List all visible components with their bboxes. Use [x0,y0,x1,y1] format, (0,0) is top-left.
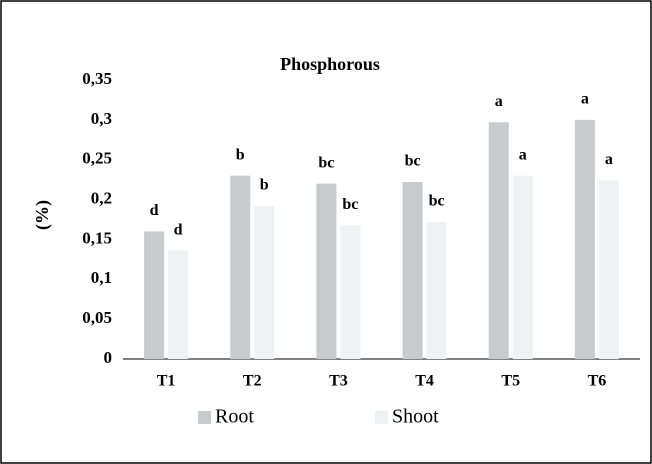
y-tick-label: 0 [104,348,113,367]
legend-swatch [375,411,388,424]
y-tick-label: 0,1 [91,268,112,287]
bar-annotation: a [495,93,503,110]
y-axis-label: (%) [32,200,53,230]
y-tick-label: 0,35 [82,69,112,88]
y-tick-label: 0,2 [91,188,112,207]
x-tick-label: T3 [329,373,348,390]
bar [144,231,165,359]
bar [402,182,423,359]
bar [254,205,275,359]
y-tick-label: 0,25 [82,149,112,168]
x-tick-label: T6 [588,373,607,390]
bar [340,225,361,359]
legend-swatch [198,411,211,424]
legend-label: Shoot [392,406,439,428]
bar [574,119,595,359]
bar-annotation: a [581,91,589,108]
bar-annotation: bc [342,196,358,213]
legend-label: Root [215,406,254,428]
bar [512,175,533,359]
bar [316,183,337,359]
x-tick-label: T1 [157,373,176,390]
bar-annotation: bc [405,153,421,170]
bar-annotation: bc [429,193,445,210]
bar-annotation: a [519,146,527,163]
bar [598,180,619,359]
bar-annotation: bc [318,154,334,171]
bar-annotation: b [260,177,269,194]
bar-annotation: a [605,151,613,168]
bar-annotation: d [174,221,183,238]
x-tick-label: T2 [243,373,262,390]
bar [230,175,251,359]
x-tick-label: T4 [415,373,434,390]
bar-annotation: b [236,146,245,163]
bar [168,250,189,359]
bar [488,122,509,360]
y-tick-label: 0,05 [82,308,112,327]
x-tick-label: T5 [501,373,520,390]
y-tick-label: 0,3 [91,109,112,128]
bar [426,221,447,359]
y-tick-label: 0,15 [82,228,112,247]
bar-annotation: d [150,202,159,219]
chart-title: Phosphorous [280,54,380,74]
